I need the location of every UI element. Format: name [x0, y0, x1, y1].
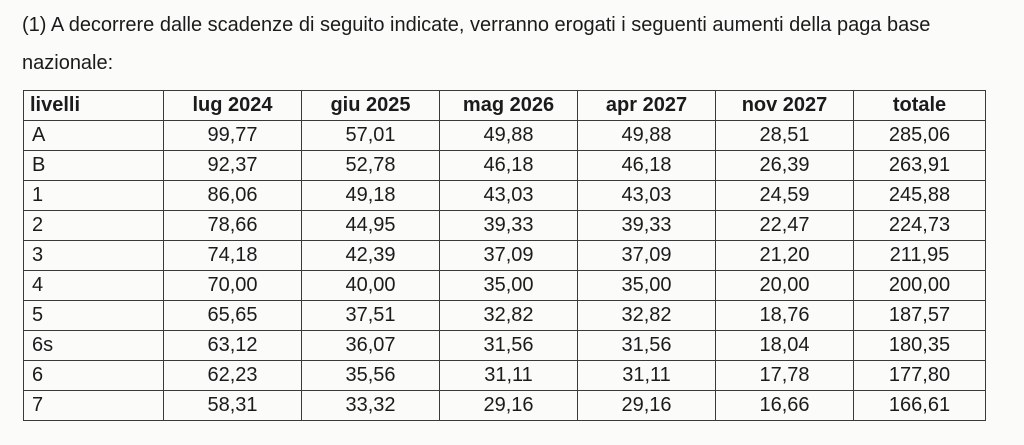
cell-mag-2026: 43,03 [439, 180, 578, 211]
cell-apr-2027: 31,56 [577, 330, 716, 361]
table-row: 5 65,65 37,51 32,82 32,82 18,76 187,57 [23, 300, 986, 331]
cell-apr-2027: 46,18 [577, 150, 716, 181]
cell-totale: 187,57 [853, 300, 986, 331]
header-nov-2027: nov 2027 [715, 90, 854, 121]
cell-level: B [23, 150, 164, 181]
cell-mag-2026: 32,82 [439, 300, 578, 331]
cell-giu-2025: 49,18 [301, 180, 440, 211]
cell-mag-2026: 39,33 [439, 210, 578, 241]
cell-totale: 166,61 [853, 390, 986, 421]
cell-lug-2024: 62,23 [163, 360, 302, 391]
table-row: 1 86,06 49,18 43,03 43,03 24,59 245,88 [23, 180, 986, 211]
pay-increase-table: livelli lug 2024 giu 2025 mag 2026 apr 2… [23, 90, 986, 421]
cell-apr-2027: 49,88 [577, 120, 716, 151]
cell-nov-2027: 28,51 [715, 120, 854, 151]
intro-paragraph: (1) A decorrere dalle scadenze di seguit… [22, 14, 931, 74]
cell-level: 3 [23, 240, 164, 271]
table-row: B 92,37 52,78 46,18 46,18 26,39 263,91 [23, 150, 986, 181]
cell-mag-2026: 37,09 [439, 240, 578, 271]
cell-lug-2024: 78,66 [163, 210, 302, 241]
cell-nov-2027: 18,76 [715, 300, 854, 331]
cell-totale: 200,00 [853, 270, 986, 301]
cell-apr-2027: 31,11 [577, 360, 716, 391]
cell-lug-2024: 99,77 [163, 120, 302, 151]
cell-level: 7 [23, 390, 164, 421]
header-mag-2026: mag 2026 [439, 90, 578, 121]
cell-mag-2026: 35,00 [439, 270, 578, 301]
cell-mag-2026: 31,11 [439, 360, 578, 391]
cell-apr-2027: 35,00 [577, 270, 716, 301]
cell-mag-2026: 29,16 [439, 390, 578, 421]
cell-lug-2024: 58,31 [163, 390, 302, 421]
table-row: 6s 63,12 36,07 31,56 31,56 18,04 180,35 [23, 330, 986, 361]
cell-giu-2025: 40,00 [301, 270, 440, 301]
cell-level: 4 [23, 270, 164, 301]
cell-apr-2027: 37,09 [577, 240, 716, 271]
cell-giu-2025: 35,56 [301, 360, 440, 391]
cell-level: 2 [23, 210, 164, 241]
cell-totale: 180,35 [853, 330, 986, 361]
cell-nov-2027: 26,39 [715, 150, 854, 181]
cell-mag-2026: 31,56 [439, 330, 578, 361]
table-row: 7 58,31 33,32 29,16 29,16 16,66 166,61 [23, 390, 986, 421]
table-row: 4 70,00 40,00 35,00 35,00 20,00 200,00 [23, 270, 986, 301]
cell-giu-2025: 33,32 [301, 390, 440, 421]
header-giu-2025: giu 2025 [301, 90, 440, 121]
cell-giu-2025: 36,07 [301, 330, 440, 361]
cell-apr-2027: 43,03 [577, 180, 716, 211]
header-totale: totale [853, 90, 986, 121]
cell-mag-2026: 49,88 [439, 120, 578, 151]
table-row: 2 78,66 44,95 39,33 39,33 22,47 224,73 [23, 210, 986, 241]
cell-totale: 245,88 [853, 180, 986, 211]
cell-lug-2024: 92,37 [163, 150, 302, 181]
cell-lug-2024: 63,12 [163, 330, 302, 361]
header-lug-2024: lug 2024 [163, 90, 302, 121]
cell-giu-2025: 37,51 [301, 300, 440, 331]
table-row: A 99,77 57,01 49,88 49,88 28,51 285,06 [23, 120, 986, 151]
cell-mag-2026: 46,18 [439, 150, 578, 181]
cell-totale: 211,95 [853, 240, 986, 271]
table-row: 6 62,23 35,56 31,11 31,11 17,78 177,80 [23, 360, 986, 391]
cell-giu-2025: 44,95 [301, 210, 440, 241]
header-apr-2027: apr 2027 [577, 90, 716, 121]
cell-apr-2027: 29,16 [577, 390, 716, 421]
cell-apr-2027: 32,82 [577, 300, 716, 331]
table-header-row: livelli lug 2024 giu 2025 mag 2026 apr 2… [23, 90, 986, 121]
table-body: A 99,77 57,01 49,88 49,88 28,51 285,06 B 92,37 52… [23, 120, 986, 421]
cell-totale: 224,73 [853, 210, 986, 241]
cell-lug-2024: 86,06 [163, 180, 302, 211]
cell-nov-2027: 24,59 [715, 180, 854, 211]
cell-giu-2025: 52,78 [301, 150, 440, 181]
cell-level: 6s [23, 330, 164, 361]
cell-lug-2024: 70,00 [163, 270, 302, 301]
cell-nov-2027: 22,47 [715, 210, 854, 241]
cell-totale: 263,91 [853, 150, 986, 181]
cell-apr-2027: 39,33 [577, 210, 716, 241]
cell-giu-2025: 42,39 [301, 240, 440, 271]
cell-giu-2025: 57,01 [301, 120, 440, 151]
cell-nov-2027: 17,78 [715, 360, 854, 391]
cell-lug-2024: 74,18 [163, 240, 302, 271]
header-livelli: livelli [23, 90, 164, 121]
table-row: 3 74,18 42,39 37,09 37,09 21,20 211,95 [23, 240, 986, 271]
cell-level: A [23, 120, 164, 151]
cell-nov-2027: 18,04 [715, 330, 854, 361]
cell-nov-2027: 20,00 [715, 270, 854, 301]
cell-nov-2027: 21,20 [715, 240, 854, 271]
cell-level: 1 [23, 180, 164, 211]
cell-nov-2027: 16,66 [715, 390, 854, 421]
cell-totale: 285,06 [853, 120, 986, 151]
cell-totale: 177,80 [853, 360, 986, 391]
cell-level: 6 [23, 360, 164, 391]
cell-lug-2024: 65,65 [163, 300, 302, 331]
cell-level: 5 [23, 300, 164, 331]
